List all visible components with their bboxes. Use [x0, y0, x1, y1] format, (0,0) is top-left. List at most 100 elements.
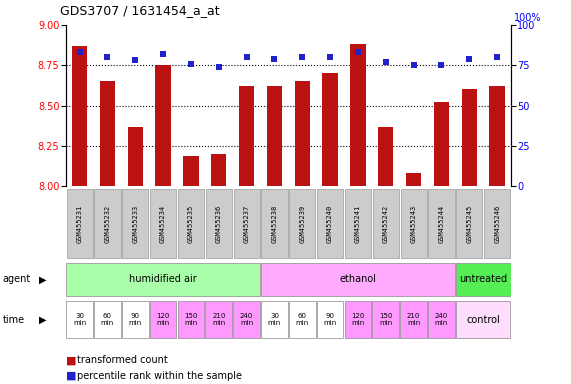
- Bar: [262, 189, 288, 258]
- Point: [325, 54, 335, 60]
- Bar: [289, 301, 316, 338]
- Text: GSM455245: GSM455245: [467, 205, 472, 243]
- Bar: [345, 189, 371, 258]
- Bar: [261, 263, 455, 296]
- Point: [465, 56, 474, 62]
- Bar: [239, 86, 254, 186]
- Point: [437, 62, 446, 68]
- Bar: [406, 173, 421, 186]
- Bar: [94, 301, 121, 338]
- Text: ▶: ▶: [39, 314, 47, 325]
- Text: time: time: [3, 314, 25, 325]
- Bar: [122, 189, 148, 258]
- Text: percentile rank within the sample: percentile rank within the sample: [77, 371, 242, 381]
- Point: [242, 54, 251, 60]
- Point: [103, 54, 112, 60]
- Bar: [350, 44, 365, 186]
- Bar: [428, 189, 455, 258]
- Bar: [206, 301, 232, 338]
- Bar: [489, 86, 505, 186]
- Bar: [127, 127, 143, 186]
- Text: humidified air: humidified air: [129, 274, 197, 285]
- Text: ■: ■: [66, 371, 76, 381]
- Text: 60
min: 60 min: [296, 313, 309, 326]
- Point: [214, 64, 223, 70]
- Text: GSM455234: GSM455234: [160, 205, 166, 243]
- Text: 60
min: 60 min: [101, 313, 114, 326]
- Text: agent: agent: [3, 274, 31, 285]
- Bar: [72, 46, 87, 186]
- Bar: [317, 301, 344, 338]
- Text: untreated: untreated: [459, 274, 507, 285]
- Text: 100%: 100%: [514, 13, 541, 23]
- Text: GSM455237: GSM455237: [244, 205, 250, 243]
- Bar: [323, 73, 338, 186]
- Text: 30
min: 30 min: [268, 313, 281, 326]
- Bar: [267, 86, 282, 186]
- Bar: [456, 189, 482, 258]
- Bar: [289, 189, 315, 258]
- Bar: [211, 154, 227, 186]
- Point: [75, 49, 84, 55]
- Text: GSM455241: GSM455241: [355, 205, 361, 243]
- Point: [131, 57, 140, 63]
- Text: 120
min: 120 min: [351, 313, 365, 326]
- Text: 210
min: 210 min: [407, 313, 420, 326]
- Bar: [484, 189, 510, 258]
- Bar: [373, 189, 399, 258]
- Text: GSM455244: GSM455244: [439, 205, 444, 243]
- Text: GSM455236: GSM455236: [216, 205, 222, 243]
- Bar: [378, 127, 393, 186]
- Point: [186, 61, 195, 67]
- Bar: [100, 81, 115, 186]
- Bar: [178, 301, 204, 338]
- Bar: [178, 189, 204, 258]
- Bar: [317, 189, 343, 258]
- Bar: [206, 189, 232, 258]
- Bar: [428, 301, 455, 338]
- Bar: [150, 189, 176, 258]
- Bar: [434, 103, 449, 186]
- Text: GSM455235: GSM455235: [188, 205, 194, 243]
- Text: GDS3707 / 1631454_a_at: GDS3707 / 1631454_a_at: [60, 4, 220, 17]
- Text: 240
min: 240 min: [240, 313, 253, 326]
- Point: [159, 51, 168, 57]
- Bar: [261, 301, 288, 338]
- Bar: [66, 301, 93, 338]
- Text: ■: ■: [66, 355, 76, 365]
- Bar: [456, 301, 510, 338]
- Text: GSM455246: GSM455246: [494, 205, 500, 243]
- Text: GSM455238: GSM455238: [271, 205, 278, 243]
- Point: [297, 54, 307, 60]
- Point: [493, 54, 502, 60]
- Point: [409, 62, 418, 68]
- Bar: [372, 301, 399, 338]
- Text: ethanol: ethanol: [339, 274, 376, 285]
- Text: transformed count: transformed count: [77, 355, 168, 365]
- Text: GSM455242: GSM455242: [383, 205, 389, 243]
- Text: GSM455243: GSM455243: [411, 205, 417, 243]
- Bar: [233, 301, 260, 338]
- Text: GSM455231: GSM455231: [77, 205, 83, 243]
- Bar: [400, 301, 427, 338]
- Bar: [234, 189, 260, 258]
- Point: [353, 49, 363, 55]
- Text: 150
min: 150 min: [379, 313, 392, 326]
- Text: GSM455233: GSM455233: [132, 205, 138, 243]
- Text: 240
min: 240 min: [435, 313, 448, 326]
- Bar: [122, 301, 148, 338]
- Bar: [94, 189, 120, 258]
- Text: control: control: [467, 314, 500, 325]
- Bar: [461, 89, 477, 186]
- Text: GSM455240: GSM455240: [327, 205, 333, 243]
- Bar: [66, 189, 93, 258]
- Text: 210
min: 210 min: [212, 313, 226, 326]
- Text: ▶: ▶: [39, 274, 47, 285]
- Bar: [150, 301, 176, 338]
- Text: 30
min: 30 min: [73, 313, 86, 326]
- Text: 90
min: 90 min: [324, 313, 337, 326]
- Bar: [66, 263, 260, 296]
- Bar: [155, 65, 171, 186]
- Bar: [183, 156, 199, 186]
- Text: 150
min: 150 min: [184, 313, 198, 326]
